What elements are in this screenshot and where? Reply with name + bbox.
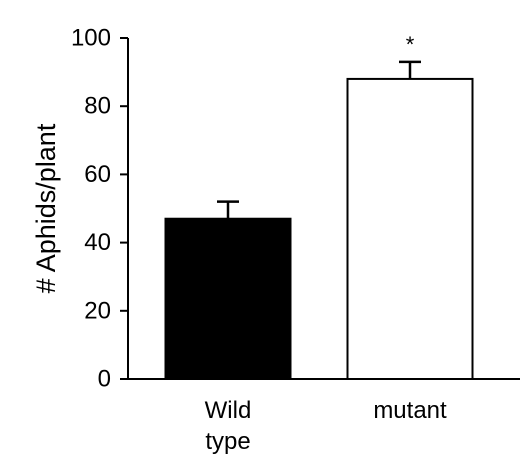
- y-tick-label: 0: [98, 366, 111, 393]
- significance-asterisk: *: [406, 32, 415, 57]
- error-bars: [217, 60, 421, 219]
- y-ticks: 0 20 40 60 80 100: [71, 25, 128, 393]
- y-tick-label: 40: [84, 229, 111, 256]
- x-tick-label: type: [205, 428, 250, 455]
- x-tick-labels: Wild type mutant: [205, 397, 447, 455]
- y-axis-label: # Aphids/plant: [31, 123, 61, 293]
- y-axis: 0 20 40 60 80 100: [71, 25, 129, 393]
- bar: [164, 217, 292, 380]
- y-tick-label: 80: [84, 93, 111, 120]
- bar: [346, 77, 474, 380]
- significance-markers: *: [406, 32, 415, 57]
- y-tick-label: 20: [84, 297, 111, 324]
- y-tick-label: 60: [84, 161, 111, 188]
- bars: [164, 77, 474, 380]
- x-tick-label: mutant: [373, 397, 447, 424]
- y-tick-label: 100: [71, 25, 111, 52]
- x-tick-label: Wild: [205, 397, 252, 424]
